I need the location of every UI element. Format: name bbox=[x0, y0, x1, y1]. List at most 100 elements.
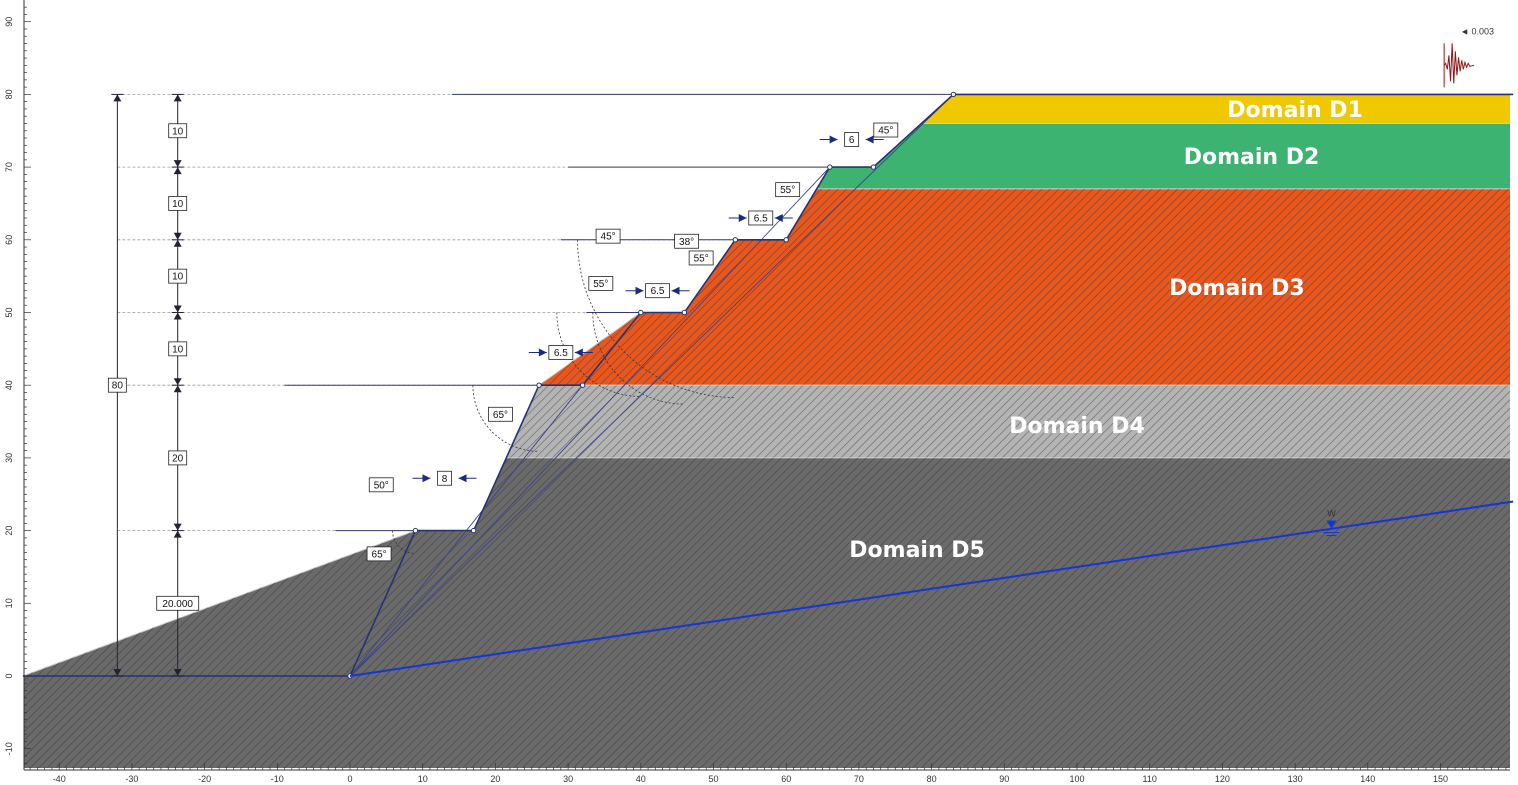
segment-height-label-box bbox=[168, 196, 188, 211]
seismic-load: ◄ 0.003 bbox=[1443, 26, 1494, 88]
dimension-arrow bbox=[173, 305, 182, 313]
angle-label-box bbox=[588, 276, 614, 291]
y-tick-label: 60 bbox=[4, 235, 14, 245]
seismic-coefficient-label: ◄ 0.003 bbox=[1460, 26, 1494, 36]
segment-height-label: 10 bbox=[172, 199, 184, 210]
dimension-arrow bbox=[173, 669, 182, 676]
dimension-arrow bbox=[173, 523, 182, 531]
dimension-arrow bbox=[173, 239, 182, 247]
angle-label-box bbox=[368, 477, 394, 493]
segment-height-label: 20.000 bbox=[162, 599, 193, 610]
overall-slope-line bbox=[349, 94, 954, 677]
bench-arrow bbox=[865, 135, 874, 144]
segment-height-label-box bbox=[156, 595, 200, 611]
angle-label: 65° bbox=[372, 549, 387, 560]
water-table: W bbox=[349, 500, 1514, 677]
x-tick-label: -40 bbox=[53, 774, 66, 784]
segment-height-label-box bbox=[168, 341, 188, 357]
water-marker-icon bbox=[1326, 520, 1337, 529]
overall-slope-line bbox=[349, 166, 831, 677]
angle-label: 38° bbox=[679, 237, 694, 248]
dimension-arrow bbox=[173, 94, 182, 102]
bench-arrow bbox=[829, 135, 838, 144]
angle-arc bbox=[392, 530, 416, 554]
domain-layers bbox=[24, 93, 1510, 768]
dimension-arrow bbox=[173, 160, 182, 168]
bench-arrow bbox=[671, 286, 680, 295]
x-tick-label: 130 bbox=[1288, 774, 1303, 784]
overall-height-label-box bbox=[107, 377, 127, 393]
dimension-lines: 80 10 10 10 10 20 20.000 bbox=[107, 93, 200, 677]
dimension-arrow bbox=[173, 378, 182, 386]
profile-vertex bbox=[827, 164, 833, 170]
overall-height-label: 80 bbox=[112, 381, 124, 392]
water-marker-label: W bbox=[1327, 509, 1336, 519]
angle-label: 45° bbox=[878, 126, 893, 137]
profile-vertex bbox=[870, 164, 877, 170]
dimension-arrow bbox=[113, 94, 122, 102]
domain-d3-hatch bbox=[539, 188, 1510, 386]
dimension-arrow bbox=[113, 669, 122, 676]
segment-height-label: 10 bbox=[172, 272, 184, 283]
angle-label-box bbox=[688, 250, 714, 266]
x-tick-label: 30 bbox=[563, 774, 573, 784]
angle-label: 55° bbox=[593, 279, 608, 290]
x-tick-label: 120 bbox=[1215, 774, 1230, 784]
domain-d3-label: Domain D3 bbox=[1169, 276, 1305, 301]
y-tick-label: 10 bbox=[4, 598, 14, 608]
x-tick-label: 0 bbox=[347, 774, 352, 784]
angle-label: 55° bbox=[780, 185, 795, 196]
seismic-wave-icon bbox=[1443, 43, 1475, 84]
y-tick-label: 20 bbox=[4, 526, 14, 536]
bench-width-label: 6.5 bbox=[651, 286, 665, 297]
ground-surface-line bbox=[22, 93, 1514, 677]
bench-width-label-box bbox=[844, 132, 860, 147]
y-tick-label: 90 bbox=[4, 17, 14, 27]
angle-label-box bbox=[488, 406, 513, 422]
slope-profile bbox=[22, 91, 1514, 679]
x-tick-label: -30 bbox=[125, 774, 138, 784]
bench-width-label: 6.5 bbox=[754, 213, 768, 224]
bench-width-label: 8 bbox=[442, 474, 448, 485]
bench-arrow bbox=[738, 213, 747, 222]
x-tick-label: 110 bbox=[1143, 774, 1157, 784]
segment-height-label: 20 bbox=[172, 453, 184, 464]
bench-width-label: 6.5 bbox=[554, 348, 568, 359]
angle-label-box bbox=[595, 228, 621, 244]
x-tick-label: 140 bbox=[1360, 774, 1375, 784]
x-tick-label: 100 bbox=[1069, 774, 1084, 784]
x-tick-label: -20 bbox=[198, 774, 211, 784]
x-tick-label: 80 bbox=[927, 774, 937, 784]
profile-vertex bbox=[681, 309, 688, 316]
bench-arrow bbox=[458, 474, 467, 483]
bench-arrow bbox=[635, 286, 644, 295]
bench-width-label-box bbox=[437, 470, 452, 486]
bench-width-label-box bbox=[748, 210, 774, 226]
x-tick-label: 50 bbox=[708, 774, 718, 784]
segment-height-label-box bbox=[168, 268, 188, 284]
angle-label: 55° bbox=[694, 253, 709, 264]
x-tick-label: 90 bbox=[999, 774, 1009, 784]
y-tick-label: 70 bbox=[4, 162, 14, 172]
profile-vertex bbox=[536, 382, 542, 388]
bench-arrow bbox=[538, 348, 547, 357]
x-tick-label: 40 bbox=[636, 774, 646, 784]
segment-height-label-box bbox=[168, 123, 188, 139]
y-tick-label: 0 bbox=[4, 673, 14, 678]
domain-d4-label: Domain D4 bbox=[1009, 414, 1145, 439]
domain-d4-hatch bbox=[506, 385, 1510, 458]
y-tick-label: 40 bbox=[4, 380, 14, 390]
x-tick-label: -10 bbox=[271, 774, 284, 784]
angle-label: 50° bbox=[374, 480, 389, 491]
profile-vertex bbox=[470, 527, 477, 534]
x-tick-label: 60 bbox=[781, 774, 791, 784]
bench-width-label-box bbox=[645, 283, 670, 299]
angle-label-box bbox=[873, 122, 899, 138]
segment-height-label-box bbox=[168, 450, 188, 466]
annotation-labels: 65°50°65°55°45° 38°55°55°45°86.56.56.56 bbox=[366, 122, 899, 562]
profile-vertex bbox=[638, 309, 644, 316]
profile-vertex bbox=[412, 527, 419, 534]
domain-d5-label: Domain D5 bbox=[849, 538, 985, 563]
